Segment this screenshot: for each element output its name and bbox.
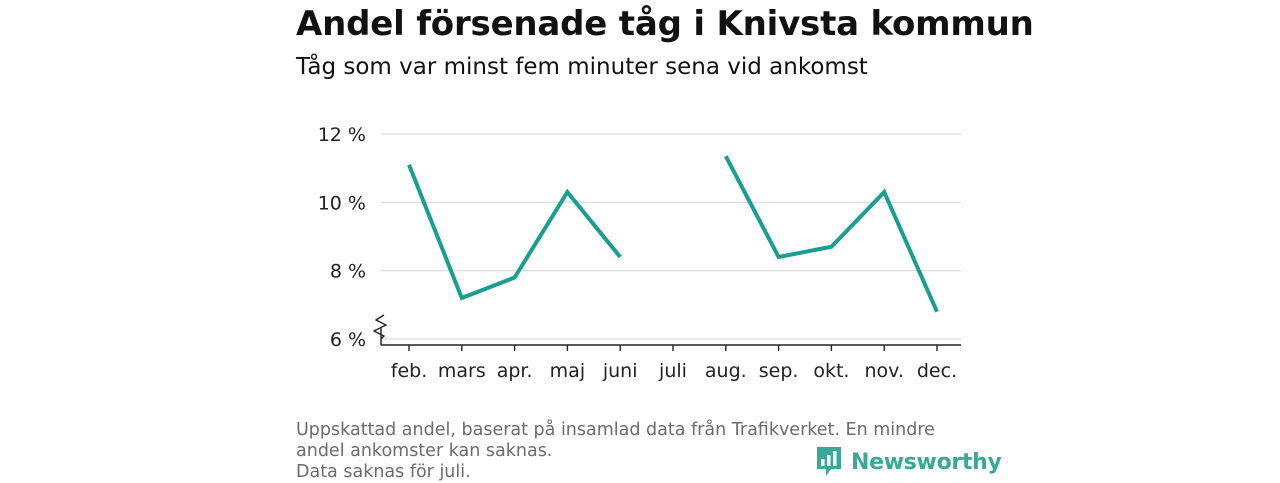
x-tick-label: mars	[438, 360, 486, 382]
x-tick-label: nov.	[864, 360, 903, 382]
y-tick-label: 6 %	[330, 329, 366, 351]
footnote-source: Uppskattad andel, baserat på insamlad da…	[296, 420, 935, 461]
footnote: Uppskattad andel, baserat på insamlad da…	[296, 420, 986, 483]
x-tick-label: feb.	[391, 360, 427, 382]
series-line	[724, 155, 939, 313]
chart-subtitle: Tåg som var minst fem minuter sena vid a…	[296, 54, 868, 80]
x-tick-label: juni	[602, 360, 638, 382]
footnote-missing-data: Data saknas för juli.	[296, 462, 471, 482]
x-tick-label: okt.	[813, 360, 849, 382]
chart-title: Andel försenade tåg i Knivsta kommun	[296, 4, 1034, 44]
y-tick-label: 8 %	[330, 261, 366, 283]
y-tick-label: 12 %	[318, 124, 366, 146]
newsworthy-logo-text: Newsworthy	[851, 449, 1002, 475]
x-tick-label: dec.	[917, 360, 957, 382]
y-axis-break-icon	[373, 314, 387, 340]
series-line	[407, 164, 622, 301]
newsworthy-logo-icon	[817, 447, 841, 476]
x-tick-label: aug.	[705, 360, 747, 382]
y-tick-label: 10 %	[318, 192, 366, 214]
x-tick-label: sep.	[759, 360, 799, 382]
x-tick-label: juli	[658, 360, 687, 382]
newsworthy-logo: Newsworthy	[815, 445, 1002, 479]
x-tick-label: apr.	[497, 360, 533, 382]
x-tick-label: maj	[550, 360, 585, 382]
